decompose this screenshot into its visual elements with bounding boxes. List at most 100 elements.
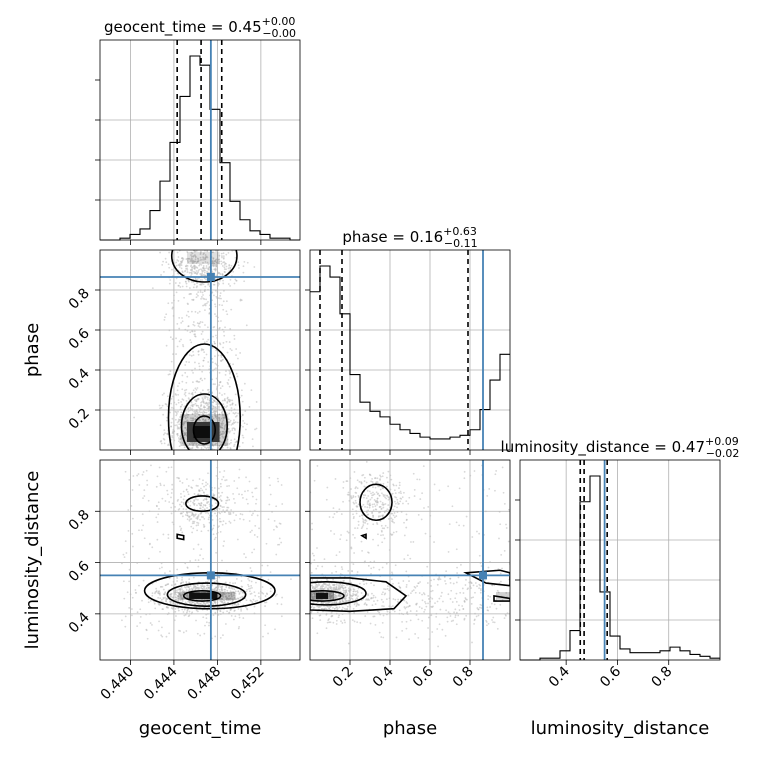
sample-point xyxy=(333,513,336,515)
sample-point xyxy=(257,592,260,594)
sample-point xyxy=(227,421,230,424)
sample-point xyxy=(208,624,210,627)
sample-point xyxy=(218,260,221,263)
sample-point xyxy=(418,606,421,608)
sample-point xyxy=(369,498,372,501)
sample-point xyxy=(219,292,222,295)
sample-point xyxy=(169,279,172,281)
sample-point xyxy=(229,285,232,287)
sample-point xyxy=(191,330,194,333)
sample-point xyxy=(176,322,179,325)
sample-point xyxy=(249,599,252,602)
sample-point xyxy=(207,512,210,515)
sample-point xyxy=(206,261,209,264)
sample-point xyxy=(395,530,398,533)
sample-point xyxy=(371,592,373,595)
contour xyxy=(185,495,220,513)
sample-point xyxy=(340,620,342,623)
sample-point xyxy=(244,428,247,431)
sample-point xyxy=(369,622,372,625)
sample-point xyxy=(435,612,438,615)
sample-point xyxy=(223,405,226,408)
sample-point xyxy=(375,491,378,494)
sample-point xyxy=(134,589,137,591)
sample-point xyxy=(393,489,396,492)
sample-point xyxy=(238,445,241,448)
sample-point xyxy=(184,562,187,565)
sample-point xyxy=(189,504,192,507)
sample-point xyxy=(171,430,174,433)
sample-point xyxy=(246,423,248,426)
sample-point xyxy=(200,447,203,449)
sample-point xyxy=(403,599,406,602)
sample-point xyxy=(471,536,474,538)
sample-point xyxy=(278,537,281,540)
sample-point xyxy=(177,440,180,443)
sample-point xyxy=(370,567,373,570)
sample-point xyxy=(488,488,491,490)
sample-point xyxy=(187,455,189,457)
sample-point xyxy=(213,342,216,345)
sample-point xyxy=(199,283,202,286)
sample-point xyxy=(431,597,434,600)
sample-point xyxy=(227,283,230,285)
sample-point xyxy=(206,507,208,509)
sample-point xyxy=(226,438,229,441)
sample-point xyxy=(381,621,384,624)
sample-point xyxy=(339,538,342,541)
sample-point xyxy=(302,616,304,618)
sample-point xyxy=(237,264,240,267)
sample-point xyxy=(218,245,220,247)
sample-point xyxy=(145,469,148,472)
sample-point xyxy=(335,601,338,604)
sample-point xyxy=(496,627,499,630)
sample-point xyxy=(478,532,481,535)
sample-point xyxy=(220,443,222,446)
sample-point xyxy=(177,410,179,413)
sample-point xyxy=(204,269,206,272)
density-cell xyxy=(193,426,211,438)
sample-point xyxy=(226,381,229,384)
sample-point xyxy=(348,596,351,599)
sample-point xyxy=(195,410,198,413)
sample-point xyxy=(188,392,191,395)
sample-point xyxy=(201,418,204,421)
sample-point xyxy=(212,453,214,455)
sample-point xyxy=(170,492,173,494)
sample-point xyxy=(298,581,300,583)
sample-point xyxy=(400,511,403,513)
sample-point xyxy=(347,570,350,572)
sample-point xyxy=(163,442,166,445)
sample-point xyxy=(388,611,391,614)
sample-point xyxy=(317,591,320,594)
contour xyxy=(493,594,510,602)
sample-point xyxy=(218,272,220,275)
sample-point xyxy=(227,430,230,433)
sample-point xyxy=(355,510,357,512)
sample-point xyxy=(204,406,207,409)
sample-point xyxy=(205,267,208,269)
sample-point xyxy=(407,594,410,597)
sample-point xyxy=(188,581,190,584)
sample-point xyxy=(333,601,336,604)
sample-point xyxy=(215,367,217,370)
sample-point xyxy=(436,583,439,586)
sample-point xyxy=(190,393,193,395)
sample-point xyxy=(158,603,161,606)
sample-point xyxy=(131,489,134,491)
sample-point xyxy=(365,604,368,606)
sample-point xyxy=(336,511,338,513)
sample-point xyxy=(367,551,369,554)
sample-point xyxy=(218,371,221,374)
sample-point xyxy=(205,447,208,450)
sample-point xyxy=(387,496,390,498)
sample-point xyxy=(181,317,183,319)
sample-point xyxy=(213,400,216,402)
sample-point xyxy=(382,614,385,617)
sample-point xyxy=(305,588,307,590)
sample-point xyxy=(382,482,385,485)
sample-point xyxy=(177,595,180,598)
sample-point xyxy=(494,489,496,492)
sample-point xyxy=(207,472,209,475)
sample-point xyxy=(191,369,193,372)
